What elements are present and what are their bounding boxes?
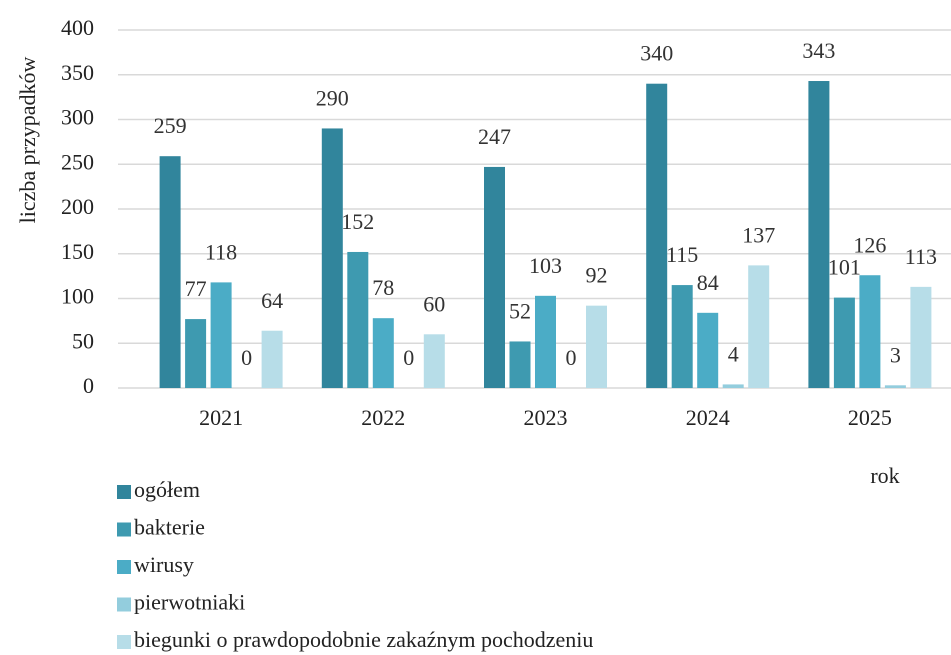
y-tick-label: 400 — [61, 15, 94, 40]
bar — [646, 83, 668, 388]
bar — [722, 384, 744, 388]
data-label: 343 — [802, 38, 835, 63]
data-label: 115 — [666, 242, 698, 267]
bar — [372, 318, 394, 388]
data-label: 0 — [403, 345, 414, 370]
data-label: 4 — [728, 341, 739, 366]
x-tick-label: 2022 — [361, 405, 405, 430]
bar — [910, 286, 932, 388]
x-tick-label: 2021 — [199, 405, 243, 430]
bar — [159, 156, 181, 388]
data-label: 340 — [640, 41, 673, 66]
x-tick-label: 2023 — [524, 405, 568, 430]
data-label: 0 — [566, 345, 577, 370]
bar — [859, 275, 881, 388]
data-label: 259 — [154, 113, 187, 138]
legend-label: ogółem — [134, 477, 200, 502]
data-label: 3 — [890, 342, 901, 367]
y-tick-label: 200 — [61, 194, 94, 219]
bar — [833, 297, 855, 388]
legend-label: pierwotniaki — [134, 590, 245, 615]
bar — [748, 265, 770, 388]
bar — [185, 319, 207, 388]
x-tick-label: 2025 — [848, 405, 892, 430]
bar — [484, 166, 505, 388]
legend-swatch — [117, 522, 131, 537]
y-tick-label: 350 — [61, 60, 94, 85]
bar — [321, 128, 343, 388]
data-label: 84 — [697, 270, 719, 295]
bar — [347, 251, 369, 388]
x-axis-label: rok — [870, 463, 899, 488]
legend-swatch — [117, 485, 131, 499]
bar — [808, 81, 830, 388]
y-axis-label: liczba przypadków — [15, 57, 40, 224]
data-label: 152 — [341, 209, 374, 234]
data-label: 103 — [529, 253, 562, 278]
x-tick-label: 2024 — [686, 405, 730, 430]
data-label: 92 — [586, 263, 608, 288]
bar — [884, 385, 906, 388]
data-label: 126 — [853, 232, 886, 257]
bar — [586, 305, 607, 388]
y-tick-label: 100 — [61, 284, 94, 309]
legend-label: biegunki o prawdopodobnie zakaźnym pocho… — [134, 627, 593, 652]
y-tick-label: 250 — [61, 149, 94, 174]
legend-label: wirusy — [134, 552, 194, 577]
bar — [509, 341, 531, 388]
legend-swatch — [117, 635, 131, 649]
data-label: 247 — [478, 124, 511, 149]
data-label: 118 — [205, 239, 237, 264]
data-label: 60 — [423, 291, 445, 316]
data-label: 52 — [509, 299, 531, 324]
data-label: 64 — [261, 288, 283, 313]
bar — [535, 295, 556, 388]
data-label: 0 — [241, 345, 252, 370]
bar — [671, 285, 693, 388]
y-tick-label: 300 — [61, 105, 94, 130]
legend-swatch — [117, 560, 131, 574]
data-label: 78 — [372, 275, 394, 300]
data-label: 77 — [185, 276, 207, 301]
y-tick-label: 0 — [83, 373, 94, 398]
y-tick-label: 150 — [61, 239, 94, 264]
bar — [210, 282, 232, 388]
bar — [261, 330, 283, 388]
data-label: 113 — [905, 244, 937, 269]
data-label: 290 — [316, 85, 349, 110]
legend-label: bakterie — [134, 515, 205, 540]
bar — [697, 312, 719, 388]
legend-swatch — [117, 597, 131, 612]
data-label: 101 — [828, 255, 861, 280]
data-label: 137 — [742, 222, 775, 247]
bar — [423, 334, 445, 388]
y-tick-label: 50 — [72, 328, 94, 353]
